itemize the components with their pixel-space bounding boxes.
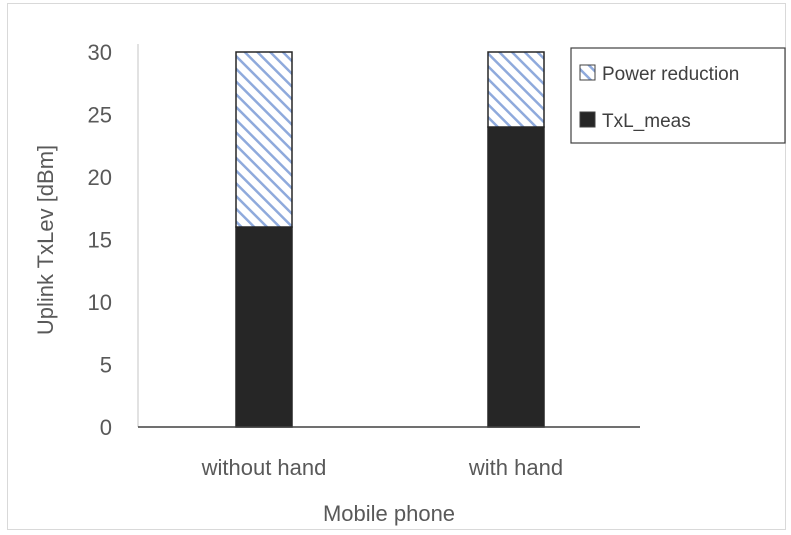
bar-txl-meas-with-hand: [487, 126, 545, 428]
x-tick-label: without hand: [201, 455, 327, 480]
legend-label: Power reduction: [602, 64, 739, 85]
y-axis-ticks: 0 5 10 15 20 25 30: [88, 40, 112, 440]
bar-power-reduction-without-hand: [235, 51, 293, 228]
bar-txl-meas-without-hand: [235, 226, 293, 428]
y-tick-label: 10: [88, 290, 112, 315]
y-tick-label: 20: [88, 165, 112, 190]
y-axis-title: Uplink TxLev [dBm]: [33, 145, 58, 335]
bars: [235, 51, 545, 428]
x-tick-label: with hand: [468, 455, 563, 480]
y-tick-label: 15: [88, 228, 112, 253]
y-tick-label: 30: [88, 40, 112, 65]
x-axis-title: Mobile phone: [323, 501, 455, 526]
legend: Power reduction TxL_meas: [570, 47, 786, 144]
y-tick-label: 0: [100, 415, 112, 440]
legend-label: TxL_meas: [602, 111, 691, 132]
bar-power-reduction-with-hand: [487, 51, 545, 128]
y-tick-label: 25: [88, 103, 112, 128]
legend-swatch-txl-meas: [579, 111, 596, 128]
y-tick-label: 5: [100, 353, 112, 378]
legend-swatch-power-reduction: [579, 64, 596, 81]
legend-box: [570, 47, 786, 144]
x-axis-ticks: without hand with hand: [201, 455, 563, 480]
